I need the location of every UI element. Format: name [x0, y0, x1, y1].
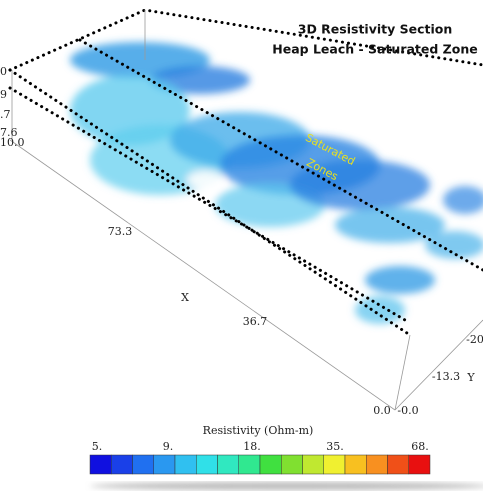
frame-shadow: [90, 482, 483, 490]
z-tick-label: 10.0: [0, 136, 25, 149]
y-tick-label: -20: [466, 333, 483, 346]
title-line: Heap Leach - Saturated Zone: [272, 42, 477, 57]
y-tick-label: -13.3: [432, 370, 460, 383]
y-axis-label: Y: [466, 371, 475, 384]
x-tick-label: 73.3: [108, 225, 133, 238]
x-axis-label: X: [181, 291, 189, 304]
colorbar-label: Resistivity (Ohm-m): [203, 424, 314, 437]
bounding-box: [8, 8, 483, 411]
title-line: 3D Resistivity Section: [298, 22, 453, 37]
colorbar-tick-label: 5.: [92, 440, 103, 453]
colorbar-tick-label: 9.: [163, 440, 174, 453]
x-tick-label: 36.7: [243, 315, 268, 328]
z-tick-label: 7.6: [0, 126, 18, 139]
z-tick-label: 0: [0, 65, 7, 78]
colorbar-tick-label: 18.: [243, 440, 261, 453]
x-tick-label: 0.0: [373, 404, 391, 417]
z-tick-label: 9: [0, 88, 7, 101]
resistivity-volume: [70, 42, 483, 324]
y-tick-label: -0.0: [397, 404, 418, 417]
colorbar-tick-label: 68.: [411, 440, 429, 453]
colorbar-tick-label: 35.: [326, 440, 344, 453]
colorbar: [89, 454, 431, 475]
z-tick-label: .7: [0, 108, 11, 121]
